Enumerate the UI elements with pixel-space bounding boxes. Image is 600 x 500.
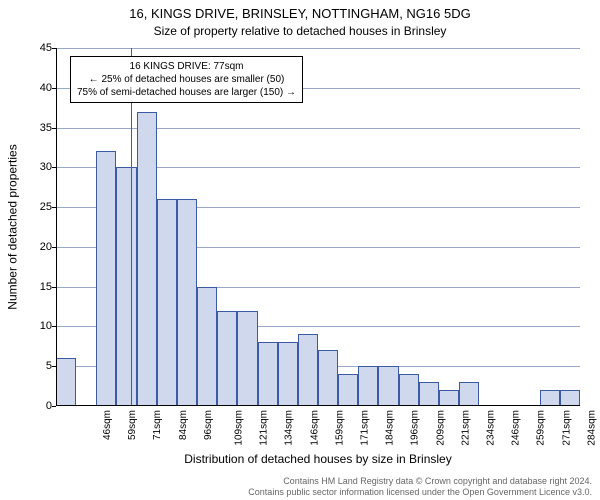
- y-tick-label: 5: [8, 360, 52, 372]
- x-axis-line: [56, 405, 580, 406]
- x-tick-label: 259sqm: [536, 410, 547, 446]
- y-tick-mark: [52, 406, 56, 407]
- histogram-bar: [318, 350, 338, 406]
- y-tick-label: 30: [8, 161, 52, 173]
- y-tick-mark: [52, 128, 56, 129]
- footer-line-2: Contains public sector information licen…: [248, 487, 592, 498]
- x-tick-label: 284sqm: [586, 410, 597, 446]
- histogram-bar: [459, 382, 479, 406]
- histogram-bar: [157, 199, 177, 406]
- annotation-box: 16 KINGS DRIVE: 77sqm← 25% of detached h…: [70, 56, 303, 103]
- histogram-bar: [298, 334, 318, 406]
- x-tick-label: 146sqm: [309, 410, 320, 446]
- histogram-bar: [439, 390, 459, 406]
- histogram-bar: [560, 390, 580, 406]
- x-tick-label: 234sqm: [486, 410, 497, 446]
- histogram-bar: [378, 366, 398, 406]
- y-tick-label: 0: [8, 400, 52, 412]
- x-tick-label: 221sqm: [460, 410, 471, 446]
- y-tick-mark: [52, 326, 56, 327]
- x-tick-label: 171sqm: [360, 410, 371, 446]
- annotation-line: 16 KINGS DRIVE: 77sqm: [77, 60, 296, 73]
- x-tick-label: 196sqm: [410, 410, 421, 446]
- y-tick-mark: [52, 287, 56, 288]
- x-tick-label: 159sqm: [334, 410, 345, 446]
- y-tick-label: 25: [8, 201, 52, 213]
- gridline: [56, 48, 580, 49]
- histogram-chart: 16, KINGS DRIVE, BRINSLEY, NOTTINGHAM, N…: [0, 0, 600, 500]
- x-tick-label: 46sqm: [102, 410, 113, 440]
- histogram-bar: [278, 342, 298, 406]
- y-tick-label: 20: [8, 241, 52, 253]
- footer-attribution: Contains HM Land Registry data © Crown c…: [248, 476, 592, 498]
- y-tick-mark: [52, 207, 56, 208]
- y-tick-mark: [52, 247, 56, 248]
- x-tick-label: 96sqm: [203, 410, 214, 440]
- x-tick-label: 209sqm: [435, 410, 446, 446]
- y-tick-mark: [52, 167, 56, 168]
- histogram-bar: [56, 358, 76, 406]
- chart-title-main: 16, KINGS DRIVE, BRINSLEY, NOTTINGHAM, N…: [0, 6, 600, 21]
- x-tick-label: 71sqm: [152, 410, 163, 440]
- footer-line-1: Contains HM Land Registry data © Crown c…: [248, 476, 592, 487]
- histogram-bar: [338, 374, 358, 406]
- y-axis-line: [56, 48, 57, 406]
- histogram-bar: [399, 374, 419, 406]
- histogram-bar: [137, 112, 157, 406]
- chart-title-sub: Size of property relative to detached ho…: [0, 24, 600, 38]
- x-tick-label: 84sqm: [178, 410, 189, 440]
- x-tick-label: 109sqm: [234, 410, 245, 446]
- x-tick-label: 134sqm: [284, 410, 295, 446]
- x-tick-label: 59sqm: [127, 410, 138, 440]
- y-tick-label: 35: [8, 122, 52, 134]
- y-axis-title: Number of detached properties: [6, 48, 20, 406]
- y-tick-label: 15: [8, 281, 52, 293]
- histogram-bar: [177, 199, 197, 406]
- x-tick-label: 271sqm: [561, 410, 572, 446]
- y-tick-label: 40: [8, 82, 52, 94]
- x-tick-label: 184sqm: [385, 410, 396, 446]
- histogram-bar: [237, 311, 257, 406]
- histogram-bar: [197, 287, 217, 406]
- histogram-bar: [540, 390, 560, 406]
- x-tick-label: 246sqm: [511, 410, 522, 446]
- y-tick-mark: [52, 366, 56, 367]
- x-axis-title: Distribution of detached houses by size …: [56, 452, 580, 466]
- histogram-bar: [217, 311, 237, 406]
- annotation-line: ← 25% of detached houses are smaller (50…: [77, 73, 296, 86]
- histogram-bar: [358, 366, 378, 406]
- y-tick-label: 10: [8, 320, 52, 332]
- y-tick-label: 45: [8, 42, 52, 54]
- annotation-line: 75% of semi-detached houses are larger (…: [77, 86, 296, 99]
- histogram-bar: [96, 151, 116, 406]
- y-tick-mark: [52, 48, 56, 49]
- x-tick-label: 121sqm: [259, 410, 270, 446]
- histogram-bar: [419, 382, 439, 406]
- gridline: [56, 128, 580, 129]
- y-tick-mark: [52, 88, 56, 89]
- histogram-bar: [116, 167, 136, 406]
- histogram-bar: [258, 342, 278, 406]
